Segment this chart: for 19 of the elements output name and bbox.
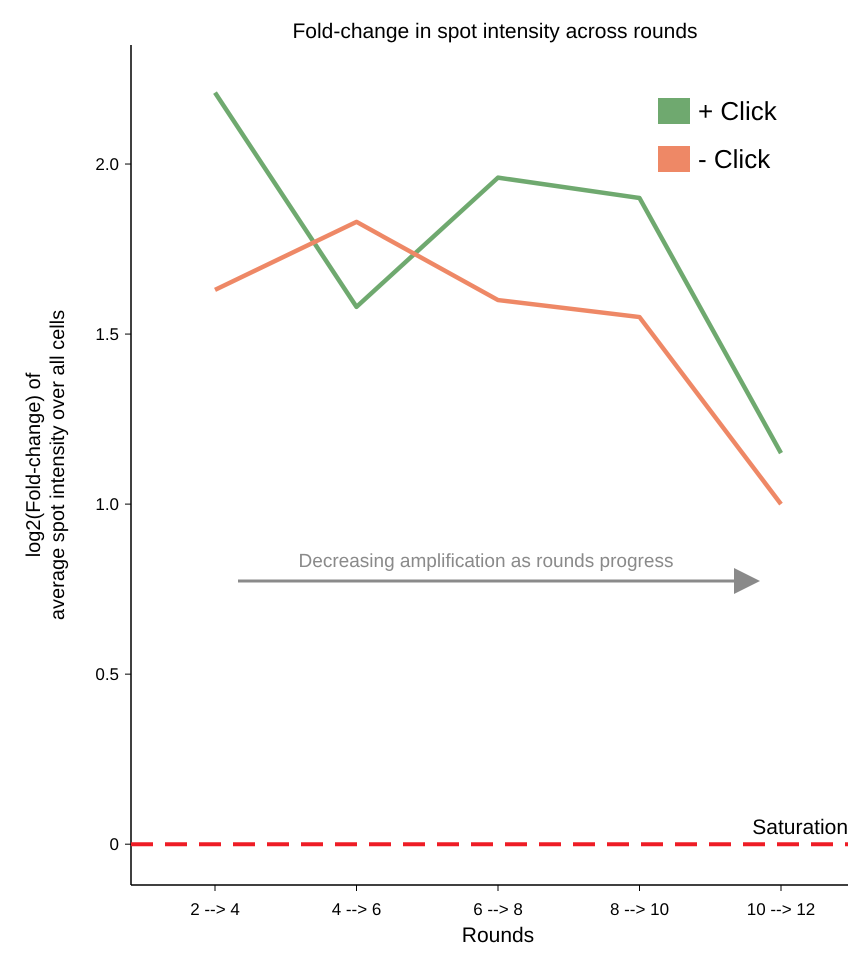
ref-line-label: Saturation — [752, 816, 848, 840]
legend-label: - Click — [698, 144, 772, 174]
x-tick-label: 4 --> 6 — [332, 900, 382, 919]
y-tick-label: 1.0 — [95, 495, 119, 514]
y-axis-title: log2(Fold-change) of average spot intensity over all cells — [23, 310, 69, 620]
x-tick-label: 10 --> 12 — [746, 900, 816, 919]
line-series — [212, 220, 784, 506]
y-tick-label: 0 — [110, 835, 119, 854]
x-tick-label: 8 --> 10 — [610, 900, 670, 919]
x-tick-label: 6 --> 8 — [473, 900, 523, 919]
legend-label: + Click — [698, 96, 778, 126]
y-tick-label: 2.0 — [95, 154, 119, 174]
annotation: Decreasing amplification as rounds progress — [298, 551, 674, 572]
x-axis-title: Rounds — [462, 924, 534, 947]
y-tick-label: 0.5 — [95, 665, 119, 684]
y-tick-label: 1.5 — [95, 325, 119, 344]
chart-title: Fold-change in spot intensity across rounds — [292, 20, 698, 43]
x-tick-label: 2 --> 4 — [190, 900, 240, 919]
line-series — [212, 90, 784, 456]
